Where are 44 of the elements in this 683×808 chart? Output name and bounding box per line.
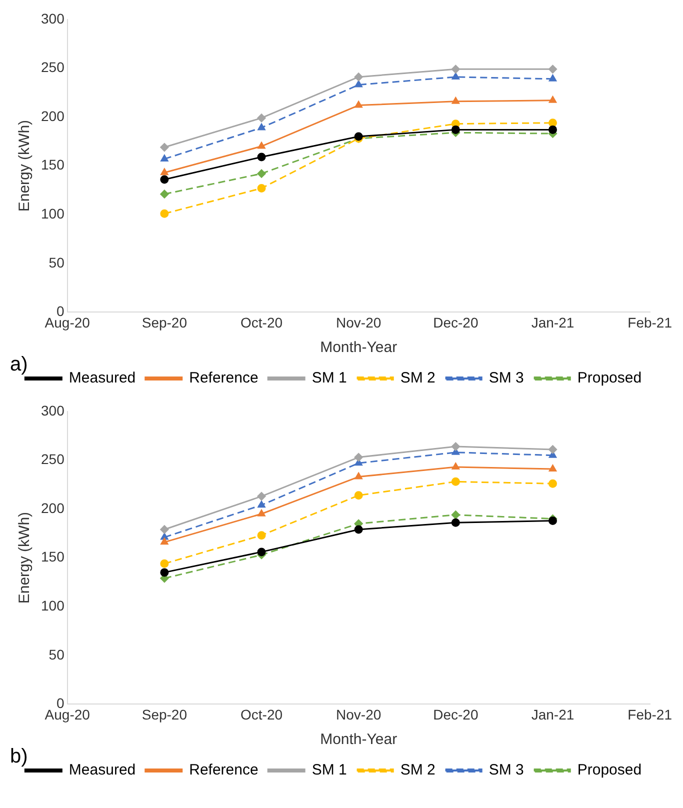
- legend-label: Proposed: [577, 370, 642, 387]
- y-tick-label: 250: [41, 59, 65, 76]
- y-axis-title: Energy (kWh): [16, 120, 34, 212]
- legend-label: SM 2: [400, 370, 436, 387]
- x-tick-label: Jan-21: [531, 314, 574, 330]
- y-tick-label: 250: [41, 451, 65, 468]
- legend-label: SM 3: [488, 762, 524, 779]
- y-tick-label: 200: [41, 108, 65, 124]
- x-tick-label: Jan-21: [531, 706, 574, 722]
- x-tick-label: Sep-20: [142, 706, 188, 722]
- x-axis-title: Month-Year: [320, 731, 398, 748]
- y-tick-label: 100: [41, 597, 65, 614]
- x-tick-label: Nov-20: [336, 706, 382, 722]
- legend-label: Reference: [189, 370, 258, 387]
- legend-label: Measured: [68, 762, 136, 779]
- y-tick-label: 200: [41, 500, 65, 516]
- text: a): [10, 354, 28, 376]
- x-tick-label: Feb-21: [628, 314, 672, 330]
- y-tick-label: 300: [41, 10, 65, 26]
- y-tick-label: 150: [41, 156, 65, 173]
- legend-label: SM 2: [400, 762, 436, 779]
- y-tick-label: 100: [41, 205, 65, 222]
- y-tick-label: 0: [56, 695, 65, 712]
- y-tick-label: 0: [56, 303, 65, 320]
- x-tick-label: Dec-20: [433, 706, 478, 722]
- y-tick-label: 50: [48, 254, 65, 270]
- legend-label: Proposed: [577, 762, 642, 779]
- legend-label: SM 1: [312, 370, 347, 387]
- legend-label: Reference: [189, 762, 258, 779]
- y-tick-label: 50: [48, 646, 65, 662]
- x-axis-title: Month-Year: [320, 339, 398, 356]
- text: b): [10, 746, 28, 768]
- legend-label: SM 3: [488, 370, 524, 387]
- x-tick-label: Sep-20: [142, 314, 188, 330]
- x-tick-label: Oct-20: [240, 314, 283, 330]
- x-tick-label: Oct-20: [240, 706, 283, 722]
- y-tick-label: 300: [41, 402, 65, 418]
- x-tick-label: Nov-20: [336, 314, 382, 330]
- legend-label: SM 1: [312, 762, 347, 779]
- legend-label: Measured: [68, 370, 136, 387]
- y-tick-label: 150: [41, 548, 65, 565]
- x-tick-label: Feb-21: [628, 706, 672, 722]
- y-axis-title: Energy (kWh): [16, 512, 34, 604]
- x-tick-label: Dec-20: [433, 314, 478, 330]
